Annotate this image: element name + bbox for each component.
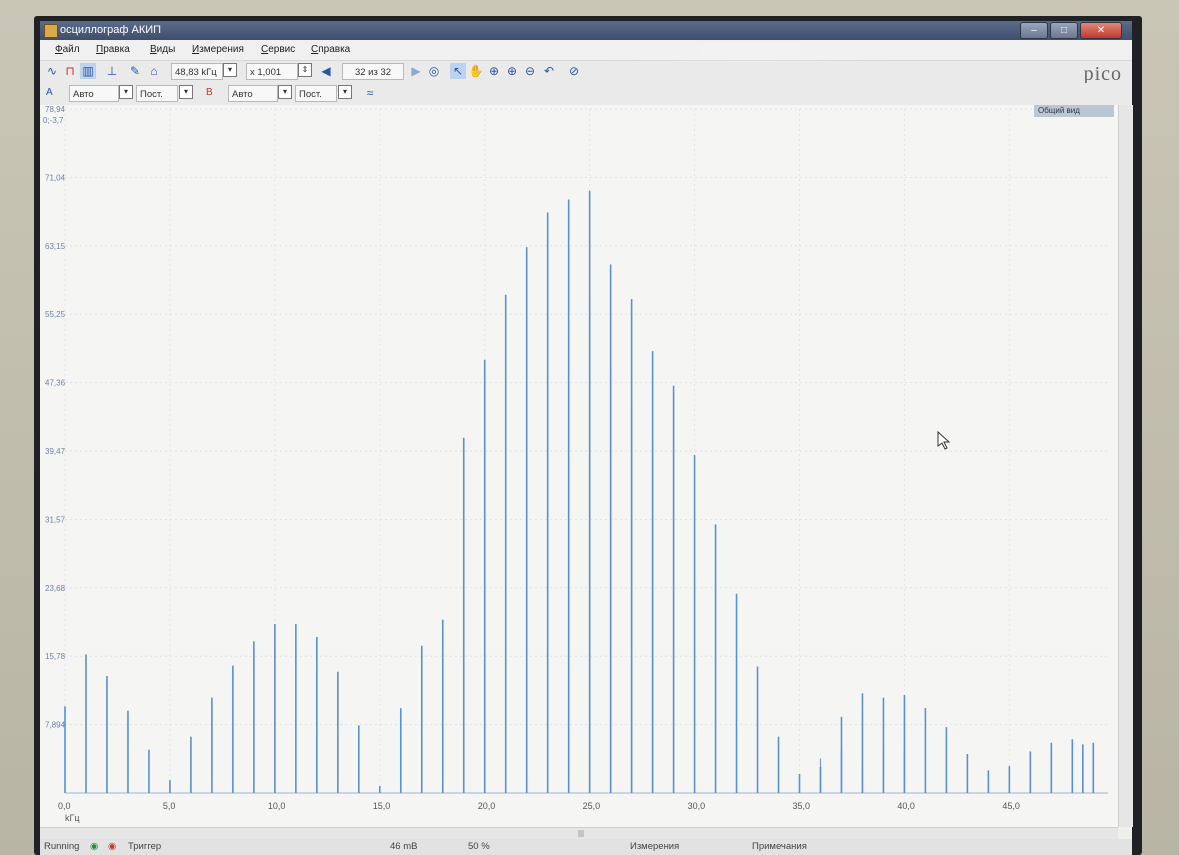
pico-logo: pico	[1083, 63, 1122, 85]
rewind-icon[interactable]: ◀	[321, 64, 331, 78]
status-bar: Running ◉ ◉ Триггер 46 mB 50 % Измерения…	[40, 839, 1132, 855]
menu-file[interactable]: Файл	[55, 44, 80, 55]
y-tick-label: 71,04	[45, 173, 66, 182]
frequency-field[interactable]: 48,83 kГц	[171, 63, 223, 80]
zoom-stepper[interactable]: ⇕	[298, 63, 312, 77]
persistence-mode-icon[interactable]: ⊓	[65, 64, 75, 78]
notes-label[interactable]: Примечания	[752, 841, 807, 852]
y-tick-label: 47,36	[45, 379, 66, 388]
zoom-field[interactable]: x 1,001	[246, 63, 298, 80]
y-tick-label: 78,94	[45, 105, 66, 114]
spectrum-mode-icon[interactable]: ▥	[80, 63, 96, 79]
trigger-level[interactable]: 46 mB	[390, 841, 418, 852]
undo-zoom-icon[interactable]: ↶	[543, 64, 555, 78]
menu-help[interactable]: Справка	[311, 44, 351, 55]
x-tick-label: 10,0	[268, 801, 286, 811]
start-icon[interactable]: ◉	[90, 841, 99, 852]
scope-mode-icon[interactable]: ∿	[46, 64, 58, 78]
view-tag[interactable]: Общий вид	[1034, 105, 1114, 117]
y-tick-label: 15,78	[45, 652, 66, 661]
channel-a-coupling[interactable]: Пост.	[136, 85, 178, 102]
channel-b-label: B	[206, 87, 213, 98]
channel-a-coupling-dropdown[interactable]: ▾	[179, 85, 193, 99]
screen-glare	[600, 42, 900, 62]
stop-icon[interactable]: ◉	[108, 841, 117, 852]
trigger-label: Триггер	[128, 841, 162, 852]
window-title: осциллограф АКИП	[60, 24, 162, 36]
spectrum-plot[interactable]: 7,894 15,78 23,68 31,57 39,47 47,36 55,25 63,15…	[40, 105, 1118, 827]
x-tick-label: 0,0	[58, 801, 71, 811]
zoom-in-icon[interactable]: ⊕	[506, 64, 518, 78]
x-tick-label: 45,0	[1002, 801, 1020, 811]
home-icon[interactable]: ⌂	[150, 64, 158, 78]
y-tick-label: 63,15	[45, 242, 66, 251]
y-tick-label: 7,894	[45, 721, 66, 730]
frequency-dropdown[interactable]: ▾	[223, 63, 237, 77]
zoom-fit-icon[interactable]: ⊘	[568, 64, 580, 78]
x-tick-label: 20,0	[478, 801, 496, 811]
horizontal-scroll-thumb[interactable]	[578, 830, 584, 837]
app-icon	[44, 24, 58, 38]
horizontal-scrollbar[interactable]	[40, 827, 1118, 840]
x-tick-label: 40,0	[897, 801, 915, 811]
forward-icon[interactable]: ▶	[411, 64, 421, 78]
menu-views[interactable]: Виды	[150, 44, 176, 55]
probe-icon[interactable]: ✎	[129, 64, 141, 78]
title-bar[interactable]: осциллограф АКИП – □ ✕	[40, 21, 1132, 40]
mouse-cursor-icon	[937, 430, 951, 450]
app-window: осциллограф АКИП – □ ✕ Файл Правка Виды …	[40, 21, 1133, 855]
menu-measurements[interactable]: Измерения	[192, 44, 244, 55]
channel-options-icon[interactable]: ⊥	[106, 64, 118, 78]
close-button[interactable]: ✕	[1080, 22, 1122, 39]
spectrum-chart: 7,894 15,78 23,68 31,57 39,47 47,36 55,25 63,15…	[43, 105, 1108, 823]
y-tick-label: 55,25	[45, 310, 66, 319]
maximize-button[interactable]: □	[1050, 22, 1078, 39]
buffer-field[interactable]: 32 из 32	[342, 63, 404, 80]
main-toolbar: ∿ ⊓ ▥ ⊥ ✎ ⌂ 48,83 kГц ▾ x 1,001 ⇕ ◀ 32 и…	[40, 61, 1132, 83]
compass-icon[interactable]: ◎	[428, 64, 440, 78]
channel-a-range-dropdown[interactable]: ▾	[119, 85, 133, 99]
vertical-scrollbar[interactable]	[1118, 105, 1133, 827]
run-state: Running	[44, 841, 80, 852]
x-tick-label: 35,0	[793, 801, 811, 811]
pretrigger-percent[interactable]: 50 %	[468, 841, 490, 852]
x-tick-label: 30,0	[688, 801, 706, 811]
x-axis-label: kГц	[65, 813, 80, 823]
zoom-area-icon[interactable]: ⊕	[488, 64, 500, 78]
measurements-label[interactable]: Измерения	[630, 841, 680, 852]
channel-a-range[interactable]: Авто	[69, 85, 119, 102]
zoom-out-icon[interactable]: ⊖	[524, 64, 536, 78]
x-tick-label: 15,0	[373, 801, 391, 811]
y-offset-label: 0;-3,7	[43, 116, 64, 125]
y-tick-label: 23,68	[45, 584, 66, 593]
x-tick-label: 25,0	[583, 801, 601, 811]
channel-b-range-dropdown[interactable]: ▾	[278, 85, 292, 99]
channel-b-coupling-dropdown[interactable]: ▾	[338, 85, 352, 99]
menu-edit[interactable]: Правка	[96, 44, 130, 55]
channel-toolbar: A Авто ▾ Пост. ▾ B Авто ▾ Пост. ▾ ≈	[40, 83, 1132, 106]
channel-a-label: A	[46, 87, 53, 98]
trigger-settings-icon[interactable]: ≈	[366, 86, 374, 100]
menu-tools[interactable]: Сервис	[261, 44, 296, 55]
y-tick-label: 39,47	[45, 447, 66, 456]
channel-b-coupling[interactable]: Пост.	[295, 85, 337, 102]
minimize-button[interactable]: –	[1020, 22, 1048, 39]
pointer-tool-icon[interactable]: ↖	[450, 63, 466, 79]
hand-tool-icon[interactable]: ✋	[468, 64, 484, 78]
y-tick-label: 31,57	[45, 515, 66, 524]
menu-bar: Файл Правка Виды Измерения Сервис Справк…	[40, 40, 1132, 61]
x-tick-label: 5,0	[163, 801, 176, 811]
channel-b-range[interactable]: Авто	[228, 85, 278, 102]
